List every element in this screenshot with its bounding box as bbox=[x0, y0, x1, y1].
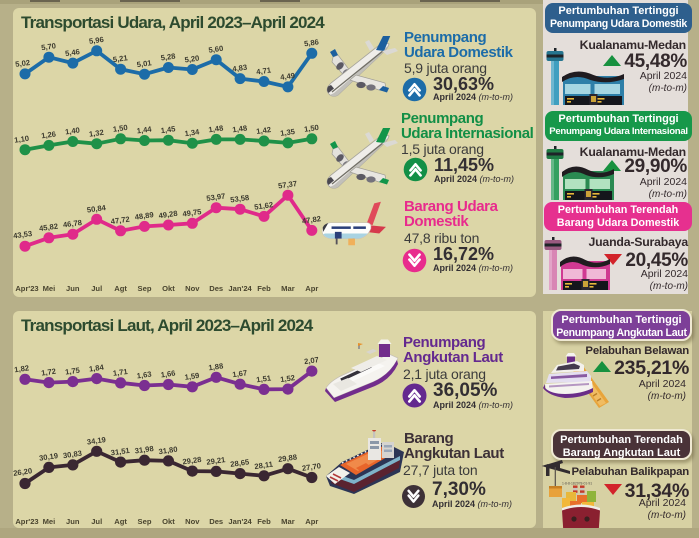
svg-text:5,20: 5,20 bbox=[184, 54, 200, 65]
svg-text:29,21: 29,21 bbox=[206, 455, 227, 467]
svg-text:1,10: 1,10 bbox=[14, 134, 30, 145]
svg-text:Mei: Mei bbox=[43, 284, 56, 293]
svg-text:29,28: 29,28 bbox=[182, 455, 202, 467]
svg-text:Nov: Nov bbox=[185, 284, 200, 293]
svg-text:28,65: 28,65 bbox=[230, 457, 251, 469]
svg-text:4,83: 4,83 bbox=[232, 63, 248, 74]
svg-text:1,67: 1,67 bbox=[232, 368, 248, 379]
svg-text:Jan'24: Jan'24 bbox=[228, 517, 252, 526]
svg-text:1,66: 1,66 bbox=[160, 369, 176, 380]
svg-text:1,35: 1,35 bbox=[280, 127, 297, 138]
svg-text:34,19: 34,19 bbox=[86, 435, 106, 447]
svg-text:5,46: 5,46 bbox=[65, 47, 81, 58]
svg-text:4,71: 4,71 bbox=[256, 65, 273, 76]
svg-text:1,84: 1,84 bbox=[88, 363, 105, 374]
svg-text:1,26: 1,26 bbox=[41, 129, 57, 140]
svg-text:1,48: 1,48 bbox=[232, 123, 248, 134]
svg-text:53,58: 53,58 bbox=[230, 193, 250, 205]
svg-text:47,82: 47,82 bbox=[301, 214, 321, 226]
svg-text:Apr: Apr bbox=[305, 284, 318, 293]
svg-text:4,49: 4,49 bbox=[280, 71, 296, 82]
svg-text:1-8-8-182978-01-91: 1-8-8-182978-01-91 bbox=[562, 482, 592, 486]
svg-text:1,51: 1,51 bbox=[256, 373, 273, 384]
svg-text:Sep: Sep bbox=[138, 284, 152, 293]
svg-text:Jul: Jul bbox=[91, 517, 102, 526]
svg-text:26,20: 26,20 bbox=[13, 466, 33, 478]
svg-text:46,78: 46,78 bbox=[62, 218, 82, 230]
svg-text:5,60: 5,60 bbox=[208, 44, 224, 55]
svg-text:48,89: 48,89 bbox=[134, 210, 154, 222]
svg-text:5,01: 5,01 bbox=[136, 58, 153, 69]
svg-text:Mei: Mei bbox=[43, 517, 56, 526]
svg-text:53,97: 53,97 bbox=[206, 191, 226, 203]
svg-text:Nov: Nov bbox=[185, 517, 200, 526]
svg-text:31,51: 31,51 bbox=[110, 446, 131, 458]
svg-text:Okt: Okt bbox=[162, 284, 175, 293]
svg-text:1,52: 1,52 bbox=[280, 373, 296, 384]
svg-text:Mar: Mar bbox=[281, 517, 295, 526]
svg-text:Des: Des bbox=[209, 517, 223, 526]
svg-text:Feb: Feb bbox=[257, 517, 271, 526]
svg-text:1,40: 1,40 bbox=[65, 126, 81, 137]
svg-text:29,88: 29,88 bbox=[278, 452, 298, 464]
svg-text:5,28: 5,28 bbox=[160, 52, 176, 63]
svg-text:1,34: 1,34 bbox=[184, 127, 201, 138]
svg-text:30,19: 30,19 bbox=[39, 451, 59, 463]
svg-text:5,70: 5,70 bbox=[41, 41, 57, 52]
svg-text:Sep: Sep bbox=[138, 517, 152, 526]
svg-text:45,82: 45,82 bbox=[39, 222, 59, 234]
svg-text:49,28: 49,28 bbox=[158, 209, 178, 221]
svg-text:1,72: 1,72 bbox=[41, 367, 57, 378]
svg-text:27,70: 27,70 bbox=[301, 461, 321, 473]
svg-text:Jan'24: Jan'24 bbox=[228, 284, 252, 293]
svg-text:Mar: Mar bbox=[281, 284, 295, 293]
svg-text:1,59: 1,59 bbox=[184, 371, 200, 382]
svg-text:1,45: 1,45 bbox=[160, 124, 177, 135]
svg-text:57,37: 57,37 bbox=[278, 179, 298, 191]
svg-text:1,88: 1,88 bbox=[208, 361, 224, 372]
svg-text:Okt: Okt bbox=[162, 517, 175, 526]
svg-text:47,72: 47,72 bbox=[110, 215, 130, 227]
svg-text:Des: Des bbox=[209, 284, 223, 293]
svg-text:1,32: 1,32 bbox=[88, 128, 104, 139]
svg-text:1,42: 1,42 bbox=[256, 125, 272, 136]
svg-text:5,21: 5,21 bbox=[112, 53, 129, 64]
svg-text:Feb: Feb bbox=[257, 284, 271, 293]
svg-text:31,98: 31,98 bbox=[134, 444, 154, 456]
svg-text:1,44: 1,44 bbox=[136, 124, 153, 135]
svg-text:5,86: 5,86 bbox=[304, 37, 320, 48]
svg-text:1,48: 1,48 bbox=[208, 123, 224, 134]
svg-text:Apr: Apr bbox=[305, 517, 318, 526]
svg-text:1,50: 1,50 bbox=[112, 123, 128, 134]
svg-text:1,71: 1,71 bbox=[112, 367, 129, 378]
svg-text:Agt: Agt bbox=[114, 284, 127, 293]
svg-text:1,63: 1,63 bbox=[136, 370, 152, 381]
svg-text:2,07: 2,07 bbox=[304, 355, 320, 366]
svg-text:Jun: Jun bbox=[66, 517, 80, 526]
svg-text:28,11: 28,11 bbox=[254, 459, 274, 471]
svg-text:Apr'23: Apr'23 bbox=[15, 284, 38, 293]
svg-text:31,80: 31,80 bbox=[158, 445, 178, 457]
svg-text:Jun: Jun bbox=[66, 284, 80, 293]
svg-text:5,96: 5,96 bbox=[88, 35, 104, 46]
svg-text:Agt: Agt bbox=[114, 517, 127, 526]
svg-text:43,53: 43,53 bbox=[13, 229, 33, 241]
svg-text:49,75: 49,75 bbox=[182, 207, 203, 219]
svg-text:51,62: 51,62 bbox=[254, 200, 274, 212]
svg-text:5,02: 5,02 bbox=[15, 58, 31, 69]
svg-text:30,83: 30,83 bbox=[62, 449, 82, 461]
svg-text:1,82: 1,82 bbox=[14, 363, 30, 374]
svg-text:50,84: 50,84 bbox=[86, 203, 107, 215]
svg-text:1,50: 1,50 bbox=[304, 123, 320, 134]
svg-text:Jul: Jul bbox=[91, 284, 102, 293]
svg-text:1,75: 1,75 bbox=[65, 366, 82, 377]
svg-text:Apr'23: Apr'23 bbox=[15, 517, 38, 526]
